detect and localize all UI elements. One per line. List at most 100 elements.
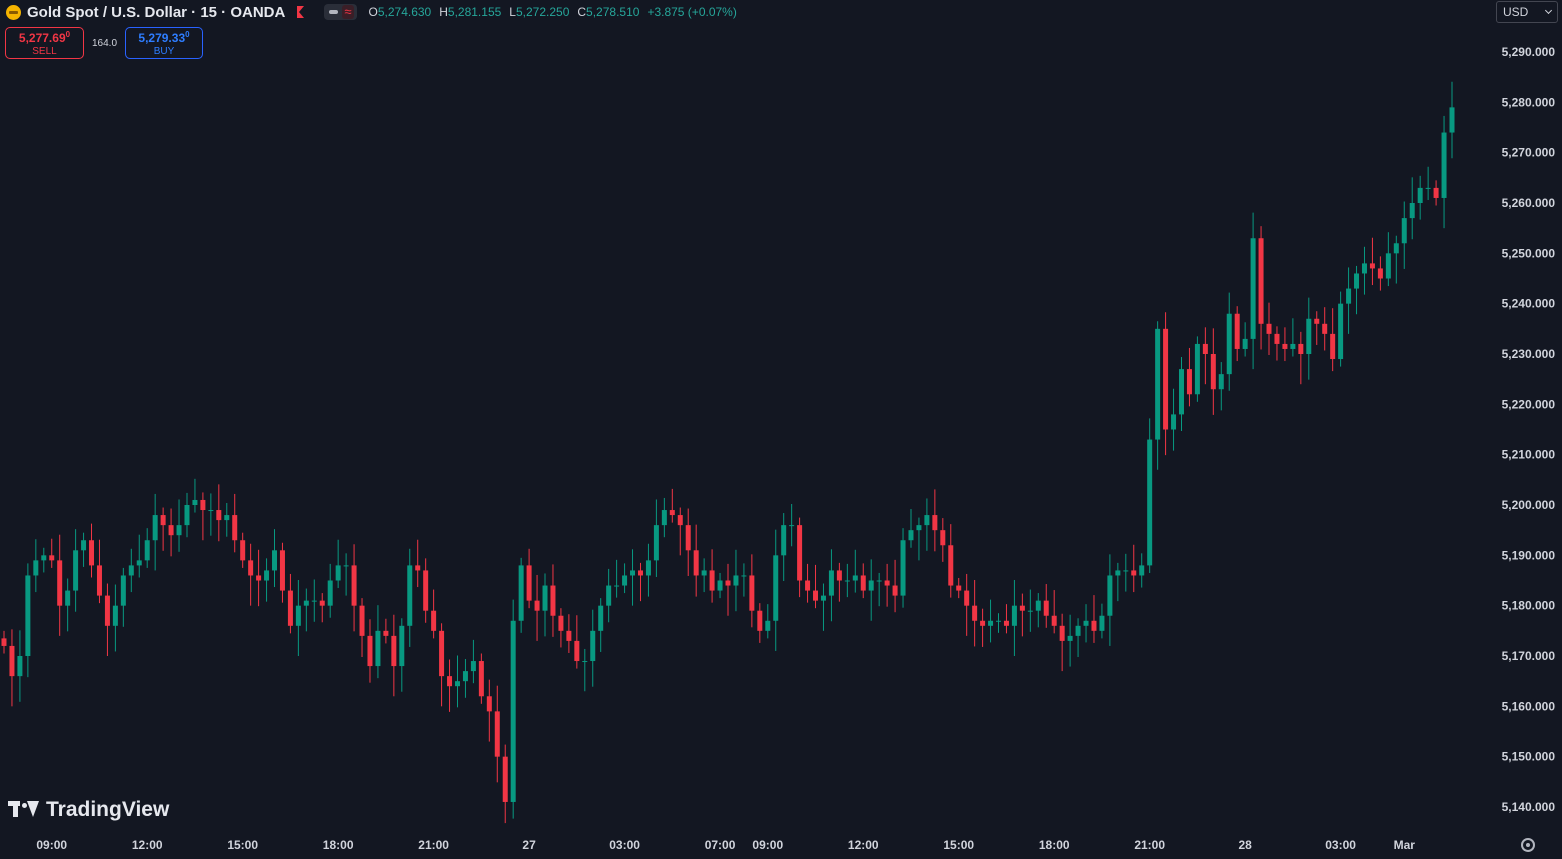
candle[interactable] [1369,237,1375,286]
candle[interactable] [940,518,946,562]
candle[interactable] [653,499,659,577]
candle[interactable] [844,563,850,598]
candle[interactable] [932,489,938,552]
candle[interactable] [860,563,866,599]
candle[interactable] [1075,618,1081,658]
candle[interactable] [614,559,620,598]
candle[interactable] [630,549,636,606]
candle[interactable] [828,549,834,622]
candle[interactable] [9,629,15,707]
candle[interactable] [399,618,405,692]
candle[interactable] [534,574,540,641]
flag-icon[interactable] [297,6,305,18]
candle[interactable] [65,578,71,632]
candle[interactable] [407,548,413,647]
candle[interactable] [1409,177,1415,240]
candle[interactable] [685,508,691,576]
candle[interactable] [606,568,612,623]
candle[interactable] [1258,226,1264,350]
candle[interactable] [1186,347,1192,407]
candle[interactable] [478,653,484,704]
candle[interactable] [17,630,23,702]
candle[interactable] [240,532,246,568]
candle[interactable] [1330,308,1336,372]
wave-icon[interactable]: ≈ [342,4,354,19]
candle[interactable] [81,532,87,567]
candle[interactable] [470,639,476,684]
candle[interactable] [1242,322,1248,357]
candle[interactable] [1314,311,1320,345]
candle[interactable] [1194,336,1200,402]
candle[interactable] [1178,357,1184,432]
candle[interactable] [980,608,986,647]
candle[interactable] [295,579,301,656]
candle[interactable] [1401,201,1407,269]
candle[interactable] [1035,593,1041,628]
candle[interactable] [852,549,858,593]
candle[interactable] [1019,593,1025,637]
candle[interactable] [693,524,699,597]
candle[interactable] [964,573,970,636]
candle[interactable] [701,558,707,593]
candle[interactable] [542,573,548,637]
symbol-title[interactable]: Gold Spot / U.S. Dollar · 15 · OANDA [27,3,286,21]
candle[interactable] [287,573,293,634]
candle[interactable] [924,498,930,551]
candle[interactable] [717,572,723,599]
candle[interactable] [1210,328,1216,415]
candle[interactable] [1043,584,1049,628]
candle[interactable] [136,534,142,578]
candle[interactable] [836,562,842,602]
candle[interactable] [375,605,381,679]
candle[interactable] [550,564,556,637]
candle[interactable] [566,614,572,653]
candle[interactable] [319,593,325,623]
candle[interactable] [1385,232,1391,287]
candle[interactable] [1003,604,1009,634]
candle[interactable] [709,549,715,603]
candle[interactable] [303,588,309,632]
candle[interactable] [749,554,755,628]
candle[interactable] [264,558,270,602]
candle[interactable] [526,548,532,609]
candle[interactable] [1155,321,1161,470]
candle[interactable] [510,599,516,819]
buy-button[interactable]: 5,279.330 BUY [125,27,203,59]
candle[interactable] [160,507,166,551]
candle[interactable] [96,539,102,604]
candle[interactable] [33,539,39,593]
candle[interactable] [876,572,882,607]
candle[interactable] [820,583,826,631]
candle[interactable] [502,744,508,824]
candle[interactable] [813,564,819,609]
candle[interactable] [972,579,978,647]
candle[interactable] [1059,613,1065,672]
candle[interactable] [1,630,7,654]
candle[interactable] [868,559,874,621]
candle[interactable] [1282,327,1288,362]
candle[interactable] [725,563,731,616]
candle[interactable] [152,493,158,571]
candle[interactable] [1425,166,1431,200]
candle[interactable] [884,563,890,607]
candle[interactable] [1115,562,1121,602]
candle[interactable] [1218,362,1224,411]
candle[interactable] [176,499,182,552]
candle[interactable] [1250,212,1256,370]
candle[interactable] [765,604,771,639]
candle[interactable] [256,549,262,607]
candle[interactable] [1290,318,1296,357]
candle[interactable] [1354,265,1360,315]
candle[interactable] [49,538,55,568]
candle[interactable] [462,659,468,698]
candle[interactable] [677,507,683,556]
candle[interactable] [1322,307,1328,351]
candle[interactable] [1163,312,1169,456]
candle[interactable] [335,539,341,589]
candle[interactable] [518,557,524,633]
minus-icon[interactable] [329,10,339,14]
settings-icon[interactable] [1521,838,1535,852]
candle[interactable] [184,492,190,538]
candle[interactable] [916,517,922,561]
candle[interactable] [359,598,365,658]
